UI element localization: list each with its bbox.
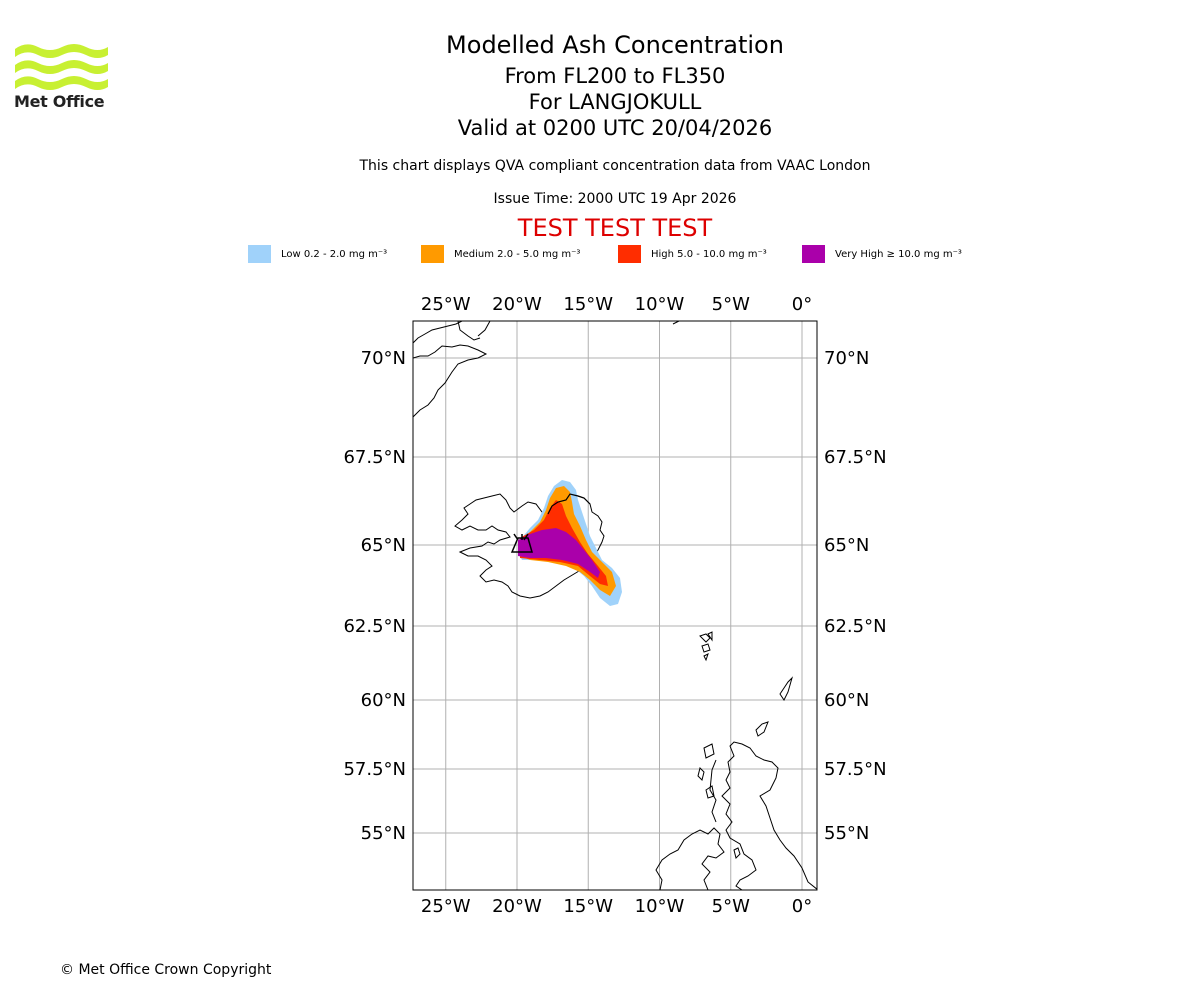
- lon-tick-label-top: 5°W: [712, 294, 750, 315]
- isle-of-man-coastline: [733, 847, 741, 859]
- lon-tick-label-top: 0°: [792, 294, 812, 315]
- iceland-north-coast-overlay: [547, 493, 591, 515]
- lon-tick-label-top: 10°W: [635, 294, 685, 315]
- test-banner: TEST TEST TEST: [517, 214, 713, 242]
- uk-coastline: [697, 741, 817, 890]
- logo-text: Met Office: [14, 92, 105, 111]
- lat-tick-label-right: 62.5°N: [824, 616, 887, 637]
- lat-tick-label-left: 62.5°N: [343, 616, 406, 637]
- faroe-islands-coastline: [699, 631, 713, 662]
- lat-tick-label-left: 65°N: [361, 535, 406, 556]
- chart-title: Modelled Ash Concentration: [446, 31, 784, 59]
- legend-high-label: High 5.0 - 10.0 mg m⁻³: [651, 248, 767, 260]
- lat-tick-label-left: 57.5°N: [343, 759, 406, 780]
- lat-tick-label-right: 55°N: [824, 823, 869, 844]
- lon-tick-label-top: 15°W: [563, 294, 613, 315]
- lon-tick-label-bottom: 5°W: [712, 896, 750, 917]
- legend-low-swatch: [248, 245, 271, 263]
- flight-level-range: From FL200 to FL350: [504, 64, 726, 88]
- met-office-logo: [15, 44, 108, 90]
- map-frame: [412, 320, 818, 891]
- legend-medium-label: Medium 2.0 - 5.0 mg m⁻³: [454, 248, 581, 260]
- valid-time: Valid at 0200 UTC 20/04/2026: [457, 116, 773, 140]
- lon-tick-label-bottom: 0°: [792, 896, 812, 917]
- lat-tick-label-right: 70°N: [824, 348, 869, 369]
- lat-tick-label-right: 60°N: [824, 690, 869, 711]
- volcano-name: For LANGJOKULL: [528, 90, 702, 114]
- ash-very-high-layer: [518, 528, 600, 578]
- lat-tick-label-left: 70°N: [361, 348, 406, 369]
- legend-medium: Medium 2.0 - 5.0 mg m⁻³: [421, 245, 580, 263]
- legend-low: Low 0.2 - 2.0 mg m⁻³: [248, 245, 387, 263]
- greenland-coastline: [413, 321, 491, 418]
- volcano-icon: [510, 533, 533, 553]
- lon-tick-label-top: 20°W: [492, 294, 542, 315]
- lat-tick-label-left: 55°N: [361, 823, 406, 844]
- gridlines: [413, 321, 817, 890]
- lon-tick-label-bottom: 25°W: [421, 896, 471, 917]
- legend-low-label: Low 0.2 - 2.0 mg m⁻³: [281, 248, 388, 260]
- chart-description: This chart displays QVA compliant concen…: [359, 158, 871, 174]
- ireland-coastline: [655, 827, 725, 890]
- lat-tick-label-left: 60°N: [361, 690, 406, 711]
- issue-time: Issue Time: 2000 UTC 19 Apr 2026: [493, 191, 737, 207]
- legend-high: High 5.0 - 10.0 mg m⁻³: [618, 245, 767, 263]
- legend-very-high-swatch: [802, 245, 825, 263]
- legend-very-high: Very High ≥ 10.0 mg m⁻³: [802, 245, 962, 263]
- lat-tick-label-right: 57.5°N: [824, 759, 887, 780]
- copyright-notice: © Met Office Crown Copyright: [60, 962, 272, 978]
- lat-tick-label-right: 65°N: [824, 535, 869, 556]
- lon-tick-label-top: 25°W: [421, 294, 471, 315]
- legend-high-swatch: [618, 245, 641, 263]
- shetland-coastline: [779, 676, 794, 701]
- lon-tick-label-bottom: 20°W: [492, 896, 542, 917]
- legend-medium-swatch: [421, 245, 444, 263]
- legend-very-high-label: Very High ≥ 10.0 mg m⁻³: [835, 248, 962, 260]
- lat-tick-label-right: 67.5°N: [824, 447, 887, 468]
- lat-tick-label-left: 67.5°N: [343, 447, 406, 468]
- lon-tick-label-bottom: 15°W: [563, 896, 613, 917]
- lon-tick-label-bottom: 10°W: [635, 896, 685, 917]
- orkney-coastline: [755, 721, 769, 737]
